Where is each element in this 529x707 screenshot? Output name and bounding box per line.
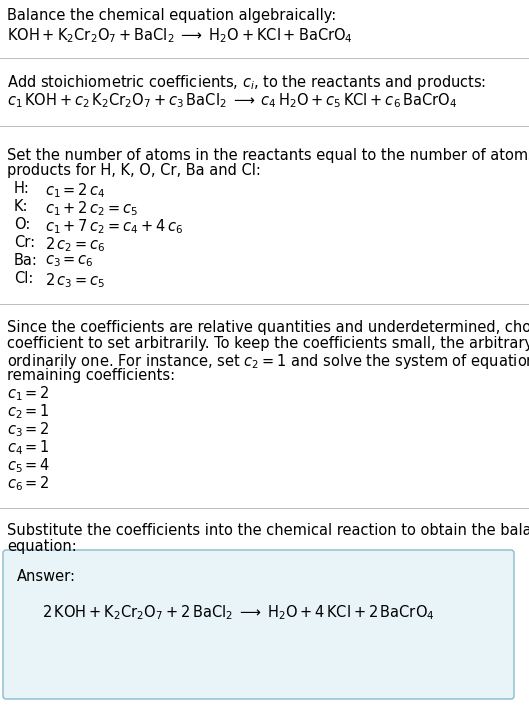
- Text: $c_1 + 7\,c_2 = c_4 + 4\,c_6$: $c_1 + 7\,c_2 = c_4 + 4\,c_6$: [45, 217, 183, 235]
- Text: $c_3 = c_6$: $c_3 = c_6$: [45, 253, 94, 269]
- Text: equation:: equation:: [7, 539, 77, 554]
- Text: $c_3 = 2$: $c_3 = 2$: [7, 420, 50, 439]
- Text: $c_1 + 2\,c_2 = c_5$: $c_1 + 2\,c_2 = c_5$: [45, 199, 138, 218]
- Text: Cr:: Cr:: [14, 235, 35, 250]
- Text: $c_1 = 2\,c_4$: $c_1 = 2\,c_4$: [45, 181, 106, 199]
- Text: $c_1 = 2$: $c_1 = 2$: [7, 384, 50, 403]
- Text: Substitute the coefficients into the chemical reaction to obtain the balanced: Substitute the coefficients into the che…: [7, 523, 529, 538]
- Text: $2\,c_2 = c_6$: $2\,c_2 = c_6$: [45, 235, 106, 254]
- Text: Add stoichiometric coefficients, $c_i$, to the reactants and products:: Add stoichiometric coefficients, $c_i$, …: [7, 73, 486, 92]
- Text: Ba:: Ba:: [14, 253, 38, 268]
- Text: O:: O:: [14, 217, 30, 232]
- Text: Balance the chemical equation algebraically:: Balance the chemical equation algebraica…: [7, 8, 336, 23]
- Text: coefficient to set arbitrarily. To keep the coefficients small, the arbitrary va: coefficient to set arbitrarily. To keep …: [7, 336, 529, 351]
- Text: K:: K:: [14, 199, 29, 214]
- Text: $c_6 = 2$: $c_6 = 2$: [7, 474, 50, 493]
- Text: $c_2 = 1$: $c_2 = 1$: [7, 402, 50, 421]
- Text: ordinarily one. For instance, set $c_2 = 1$ and solve the system of equations fo: ordinarily one. For instance, set $c_2 =…: [7, 352, 529, 371]
- Text: $c_1\,\mathrm{KOH} + c_2\,\mathrm{K_2Cr_2O_7} + c_3\,\mathrm{BaCl_2} \;\longrigh: $c_1\,\mathrm{KOH} + c_2\,\mathrm{K_2Cr_…: [7, 91, 457, 110]
- Text: Answer:: Answer:: [17, 569, 76, 584]
- Text: $c_4 = 1$: $c_4 = 1$: [7, 438, 50, 457]
- FancyBboxPatch shape: [3, 550, 514, 699]
- Text: H:: H:: [14, 181, 30, 196]
- Text: remaining coefficients:: remaining coefficients:: [7, 368, 175, 383]
- Text: Cl:: Cl:: [14, 271, 33, 286]
- Text: $\mathrm{KOH + K_2Cr_2O_7 + BaCl_2 \;\longrightarrow\; H_2O + KCl + BaCrO_4}$: $\mathrm{KOH + K_2Cr_2O_7 + BaCl_2 \;\lo…: [7, 26, 353, 45]
- Text: products for H, K, O, Cr, Ba and Cl:: products for H, K, O, Cr, Ba and Cl:: [7, 163, 261, 178]
- Text: Set the number of atoms in the reactants equal to the number of atoms in the: Set the number of atoms in the reactants…: [7, 148, 529, 163]
- Text: Since the coefficients are relative quantities and underdetermined, choose a: Since the coefficients are relative quan…: [7, 320, 529, 335]
- Text: $2\,c_3 = c_5$: $2\,c_3 = c_5$: [45, 271, 105, 290]
- Text: $2\,\mathrm{KOH} + \mathrm{K_2Cr_2O_7} + 2\,\mathrm{BaCl_2} \;\longrightarrow\; : $2\,\mathrm{KOH} + \mathrm{K_2Cr_2O_7} +…: [42, 603, 435, 621]
- Text: $c_5 = 4$: $c_5 = 4$: [7, 456, 50, 474]
